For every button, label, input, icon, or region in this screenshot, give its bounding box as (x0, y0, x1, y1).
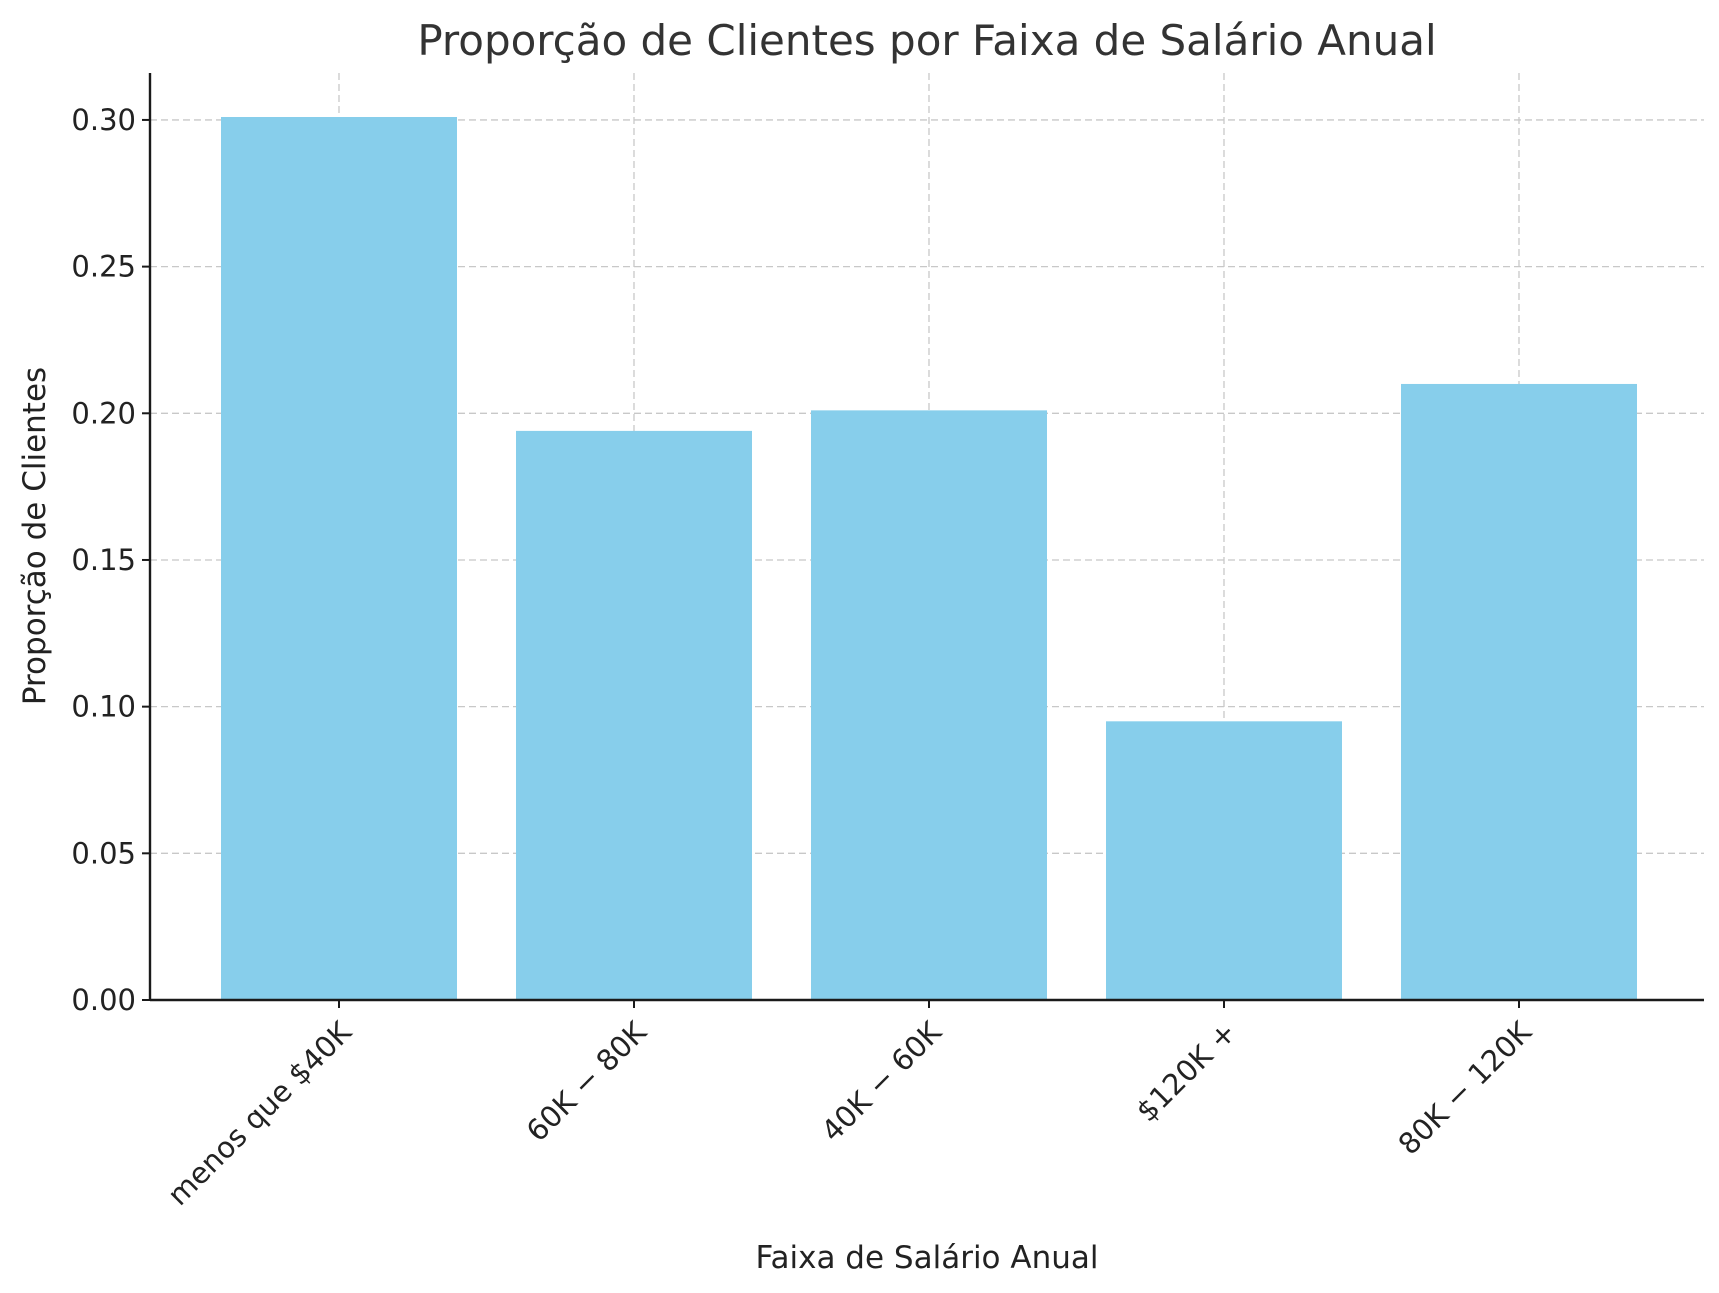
y-tick-label: 0.25 (71, 250, 136, 284)
x-axis-label: Faixa de Salário Anual (756, 1240, 1099, 1276)
bar (1106, 721, 1342, 1000)
y-tick-label: 0.30 (71, 103, 136, 137)
y-ticks: 0.00 0.05 0.10 0.15 0.20 0.25 0.30 (71, 103, 150, 1017)
y-tick-label: 0.20 (71, 396, 136, 430)
axes-spines (148, 73, 1704, 1002)
y-tick-label: 0.10 (71, 690, 136, 724)
y-axis-label: Proporção de Clientes (17, 367, 53, 705)
y-tick-label: 0.00 (71, 983, 136, 1017)
bar (811, 410, 1047, 1000)
y-tick-label: 0.15 (71, 543, 136, 577)
x-tick-label: $120K + (1130, 1015, 1243, 1128)
bar (1401, 383, 1637, 1000)
x-tick-label: 80K − 120K (1392, 1014, 1539, 1161)
bar (516, 430, 752, 1000)
x-tick-label: 40K − 60K (815, 1014, 949, 1148)
bars (221, 117, 1637, 1000)
bar (221, 117, 457, 1000)
y-tick-label: 0.05 (71, 836, 136, 870)
x-ticks: menos que $40K 60K − 80K 40K − 60K $120K + 8… (161, 1000, 1539, 1212)
x-tick-label: 60K − 80K (520, 1014, 654, 1148)
chart-title: Proporção de Clientes por Faixa de Salár… (417, 16, 1436, 65)
x-tick-label: menos que $40K (161, 1014, 359, 1212)
